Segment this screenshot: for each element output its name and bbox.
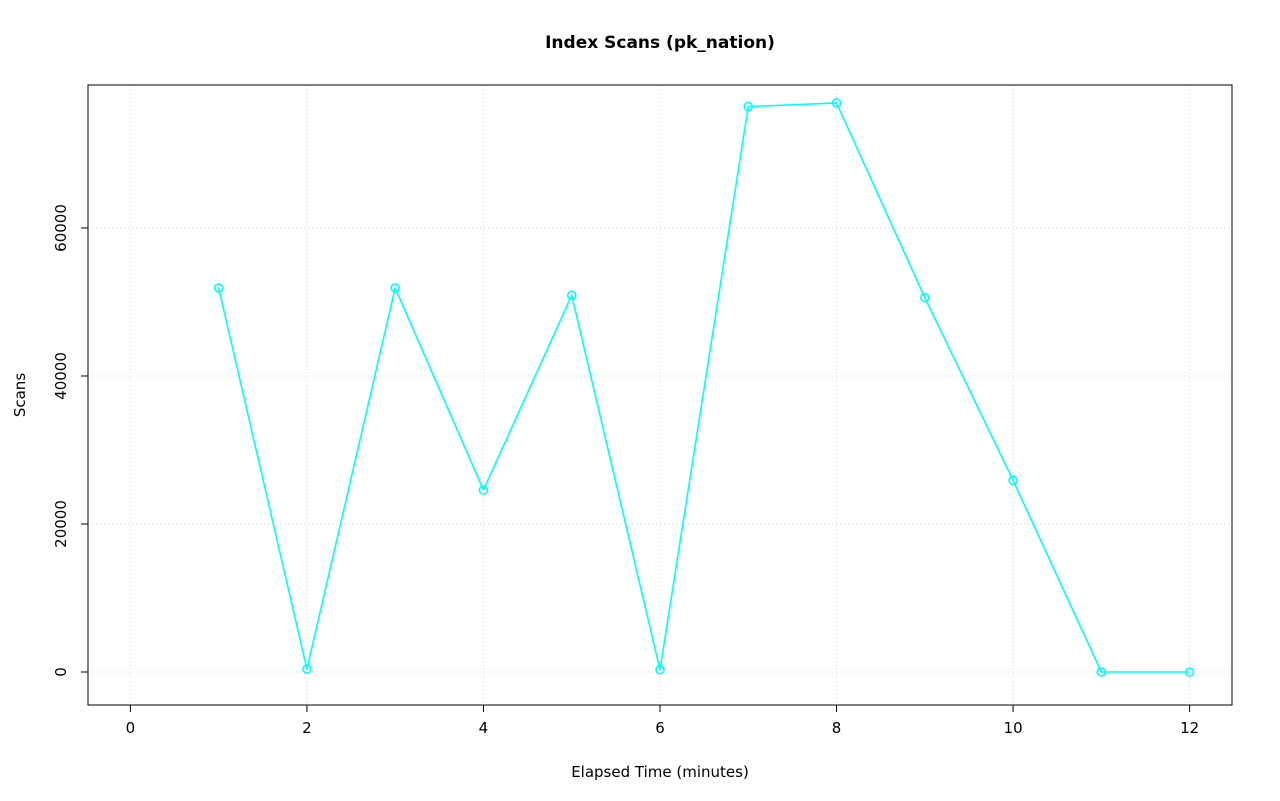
data-point — [1008, 475, 1018, 486]
data-point — [1096, 667, 1107, 677]
x-tick-label: 8 — [832, 719, 842, 737]
data-point — [1184, 667, 1195, 677]
y-tick-label: 20000 — [52, 500, 70, 548]
data-point — [213, 283, 224, 293]
x-axis-label: Elapsed Time (minutes) — [571, 763, 749, 781]
y-tick-label: 0 — [52, 667, 70, 677]
y-axis-label: Scans — [11, 372, 29, 418]
data-point — [655, 664, 665, 675]
x-tick-label: 10 — [1004, 719, 1023, 737]
data-point — [478, 485, 489, 495]
data-point — [390, 283, 400, 293]
y-tick-label: 60000 — [52, 204, 70, 252]
data-line — [217, 102, 1191, 673]
data-point — [566, 290, 577, 301]
data-point — [743, 101, 754, 112]
x-tick-label: 2 — [302, 719, 312, 737]
data-point — [920, 292, 930, 303]
data-point — [831, 98, 842, 108]
x-tick-label: 0 — [126, 719, 136, 737]
y-tick-label: 40000 — [52, 352, 70, 400]
chart-title: Index Scans (pk_nation) — [545, 33, 775, 53]
x-tick-label: 4 — [479, 719, 489, 737]
data-point — [302, 664, 312, 674]
x-tick-label: 6 — [655, 719, 665, 737]
x-tick-label: 12 — [1180, 719, 1199, 737]
